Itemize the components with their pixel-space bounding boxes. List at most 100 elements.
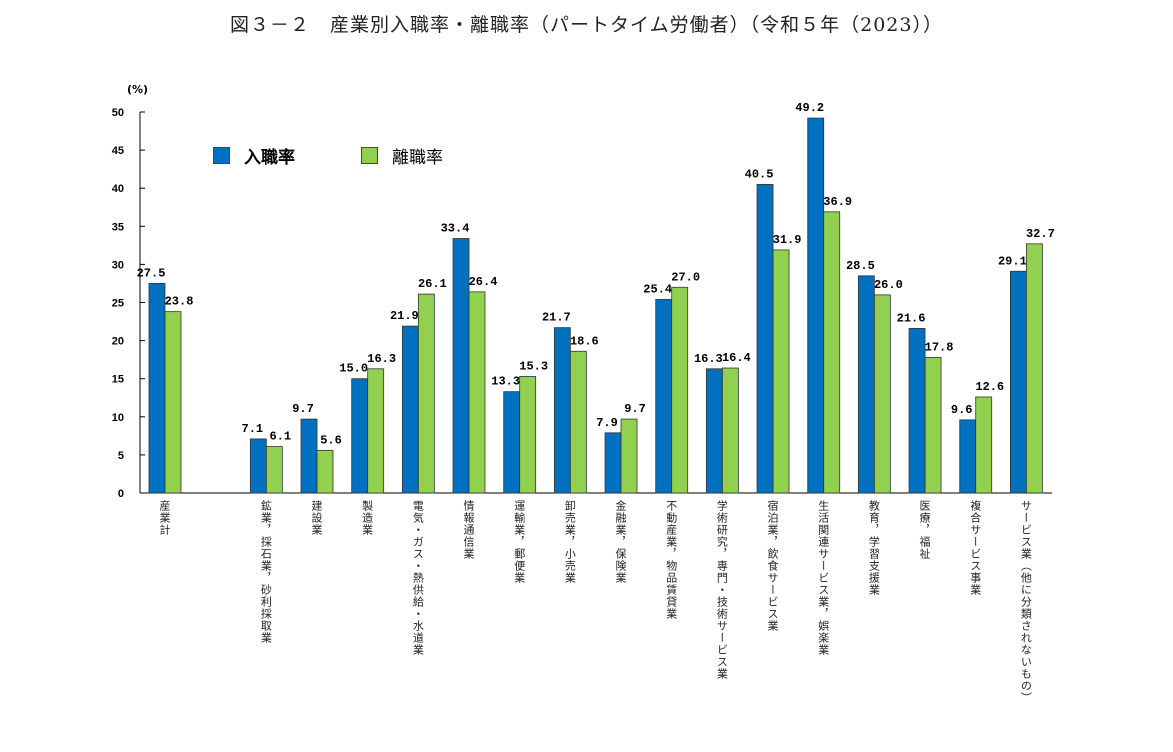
category-label: 金融業，保険業 — [614, 500, 628, 584]
bar-exit-rate — [519, 376, 537, 494]
data-label-entry: 13.3 — [491, 375, 520, 389]
data-label-exit: 32.7 — [1026, 227, 1055, 241]
bar-entry-rate — [857, 275, 875, 494]
bar-exit-rate — [569, 350, 587, 494]
bar-exit-rate — [164, 311, 182, 494]
bar-entry-rate — [249, 438, 267, 494]
data-label-entry: 40.5 — [745, 167, 774, 181]
bar-entry-rate — [148, 283, 166, 494]
category-label: 建設業 — [310, 500, 323, 536]
data-label-exit: 16.3 — [367, 352, 396, 366]
data-label-entry: 16.3 — [694, 352, 723, 366]
y-tick-label: 10 — [112, 412, 124, 424]
category-label: 複合サービス事業 — [968, 500, 982, 596]
bar-entry-rate — [503, 391, 521, 494]
data-label-entry: 21.6 — [897, 311, 926, 325]
bar-exit-rate — [265, 446, 283, 494]
bar-entry-rate — [1009, 270, 1027, 494]
y-tick-label: 30 — [112, 259, 124, 271]
bar-exit-rate — [823, 211, 841, 494]
data-label-exit: 9.7 — [624, 402, 646, 416]
category-label: 生活関連サービス業，娯楽業 — [816, 500, 830, 656]
legend-swatch-exit — [361, 147, 378, 164]
bar-exit-rate — [721, 367, 739, 494]
data-label-exit: 5.6 — [320, 433, 342, 447]
category-label: 運輸業，郵便業 — [512, 500, 526, 584]
data-label-entry: 28.5 — [846, 259, 875, 273]
bar-exit-rate — [620, 418, 638, 494]
data-label-entry: 15.0 — [339, 362, 368, 376]
bar-entry-rate — [705, 368, 723, 494]
bar-exit-rate — [468, 291, 486, 494]
bar-entry-rate — [655, 299, 673, 494]
y-tick-label: 50 — [112, 107, 124, 119]
category-label: 医療，福祉 — [918, 500, 932, 560]
data-label-exit: 26.4 — [469, 275, 498, 289]
bar-exit-rate — [975, 396, 993, 494]
data-label-exit: 27.0 — [671, 270, 700, 284]
data-label-entry: 49.2 — [795, 101, 824, 115]
bar-entry-rate — [351, 378, 369, 494]
legend-label-entry: 入職率 — [244, 148, 295, 168]
data-label-exit: 12.6 — [975, 380, 1004, 394]
y-tick-label: 25 — [112, 298, 124, 310]
data-label-entry: 7.1 — [242, 422, 264, 436]
y-tick-label: 45 — [112, 145, 124, 157]
data-label-exit: 17.8 — [925, 340, 954, 354]
y-tick-label: 0 — [118, 488, 124, 500]
legend-swatch-entry — [213, 147, 230, 164]
bar-exit-rate — [772, 249, 790, 494]
bar-entry-rate — [807, 117, 825, 494]
category-label: 教育，学習支援業 — [867, 500, 881, 596]
y-tick-label: 35 — [112, 221, 124, 233]
data-label-entry: 25.4 — [643, 282, 672, 296]
bar-entry-rate — [401, 325, 419, 494]
data-label-exit: 26.0 — [874, 278, 903, 292]
category-label: 不動産業，物品賃貸業 — [664, 500, 678, 620]
category-label: 電気・ガス・熱供給・水道業 — [411, 500, 425, 656]
bar-entry-rate — [604, 432, 622, 494]
bar-entry-rate — [553, 327, 571, 494]
bar-exit-rate — [316, 449, 334, 494]
data-label-exit: 23.8 — [165, 295, 194, 309]
data-label-exit: 16.4 — [722, 351, 751, 365]
data-label-entry: 27.5 — [137, 266, 166, 280]
bar-exit-rate — [924, 356, 942, 494]
data-label-entry: 29.1 — [998, 254, 1027, 268]
category-label: 鉱業，採石業，砂利採取業 — [259, 500, 273, 644]
category-label: 学術研究，専門・技術サービス業 — [715, 500, 729, 680]
category-label: サービス業（他に分類されないもの） — [1019, 500, 1033, 704]
data-label-exit: 31.9 — [773, 233, 802, 247]
data-label-entry: 21.9 — [390, 309, 419, 323]
data-label-entry: 9.7 — [292, 402, 314, 416]
data-label-exit: 18.6 — [570, 334, 599, 348]
y-tick-label: 15 — [112, 374, 124, 386]
bar-entry-rate — [300, 418, 318, 494]
category-label: 製造業 — [360, 500, 374, 536]
data-label-exit: 26.1 — [418, 277, 447, 291]
category-label: 情報通信業 — [462, 500, 476, 560]
legend-item-exit: 離職率 — [361, 143, 443, 168]
data-label-entry: 21.7 — [542, 311, 571, 325]
data-label-entry: 7.9 — [596, 416, 618, 430]
bar-exit-rate — [1025, 243, 1043, 494]
legend-label-exit: 離職率 — [392, 148, 443, 168]
category-label: 産業計 — [158, 500, 171, 536]
y-axis-unit: (%) — [127, 83, 149, 96]
data-label-exit: 6.1 — [270, 430, 292, 444]
y-tick-label: 20 — [112, 336, 124, 348]
bar-exit-rate — [367, 368, 385, 494]
bar-entry-rate — [908, 328, 926, 494]
bar-exit-rate — [417, 293, 435, 494]
legend-item-entry: 入職率 — [213, 143, 295, 168]
category-label: 宿泊業，飲食サービス業 — [766, 500, 780, 632]
bar-entry-rate — [959, 419, 977, 494]
data-label-entry: 9.6 — [951, 403, 973, 417]
data-label-entry: 33.4 — [441, 221, 470, 235]
bar-exit-rate — [671, 286, 689, 494]
data-label-exit: 36.9 — [823, 195, 852, 209]
y-tick-label: 5 — [118, 450, 124, 462]
category-label: 卸売業，小売業 — [563, 500, 577, 584]
bar-entry-rate — [756, 183, 774, 494]
